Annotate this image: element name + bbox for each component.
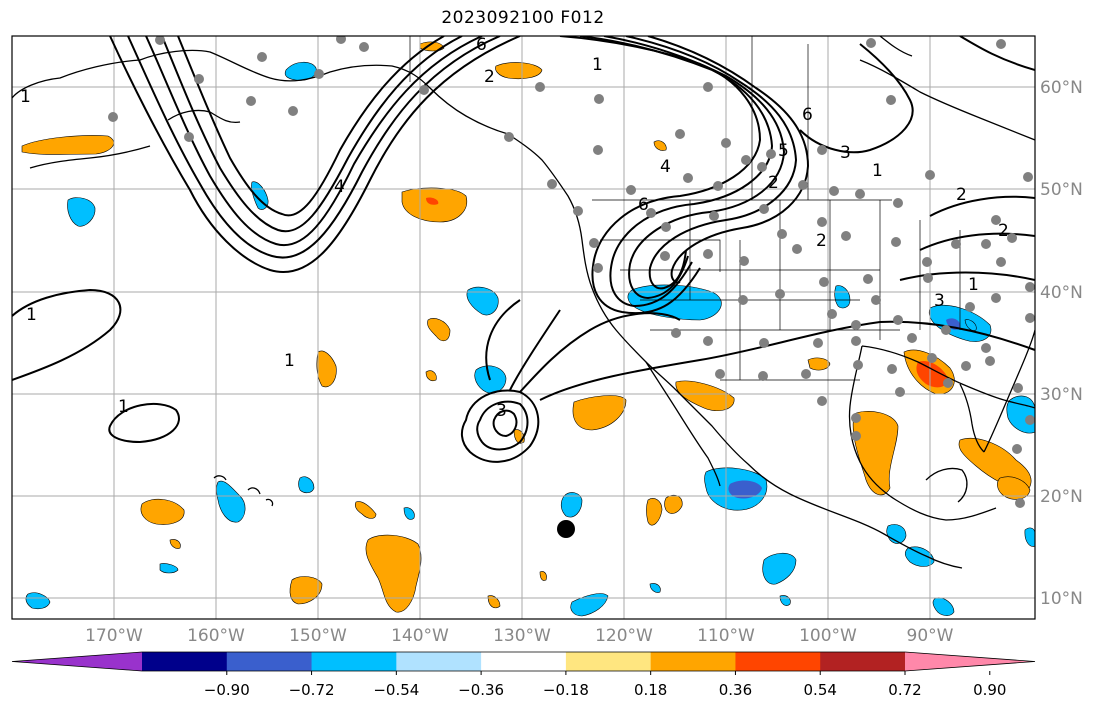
lat-label-20n: 20°N xyxy=(1040,487,1083,507)
contour-label: 2 xyxy=(816,231,827,251)
contour-label: 2 xyxy=(956,185,967,205)
lat-label-60n: 60°N xyxy=(1040,78,1083,98)
contour-label: 5 xyxy=(778,141,789,161)
colorbar: −0.90 −0.72 −0.54 −0.36 −0.18 0.18 0.36 0.54 0.7… xyxy=(11,651,1036,699)
lon-label-150w: 150°W xyxy=(289,626,347,646)
colorbar-segment xyxy=(650,652,736,671)
lat-label-30n: 30°N xyxy=(1040,385,1083,405)
colorbar-tick-label: 0.36 xyxy=(719,681,752,699)
contour-label: 1 xyxy=(284,351,295,371)
negative-anomaly-patches xyxy=(25,61,1035,617)
colorbar-segment xyxy=(226,652,313,671)
contour-label: 1 xyxy=(118,397,129,417)
contour-label: 2 xyxy=(768,173,779,193)
graticule xyxy=(12,36,1035,619)
colorbar-tick-label: −0.72 xyxy=(289,681,335,699)
colorbar-tick-label: −0.90 xyxy=(204,681,250,699)
contour-label: 6 xyxy=(638,195,649,215)
colorbar-segment xyxy=(311,652,397,671)
geopotential-contours xyxy=(12,36,1035,463)
colorbar-tick-label: 0.90 xyxy=(973,681,1006,699)
contour-label: 1 xyxy=(20,87,31,107)
contour-label: 1 xyxy=(592,55,603,75)
contour-label: 1 xyxy=(26,305,37,325)
contour-label: 6 xyxy=(802,105,813,125)
contour-label: 4 xyxy=(660,157,671,177)
map-background xyxy=(12,36,1035,619)
lon-label-130w: 130°W xyxy=(493,626,551,646)
contour-label: 3 xyxy=(934,291,945,311)
observation-markers xyxy=(108,36,1035,508)
colorbar-segment xyxy=(396,652,482,671)
contour-label: 1 xyxy=(872,161,883,181)
lon-label-90w: 90°W xyxy=(907,626,954,646)
longitude-labels: 170°W 160°W 150°W 140°W 130°W 120°W 110°… xyxy=(85,626,954,646)
map-title: 2023092100 F012 xyxy=(441,8,605,28)
lon-label-170w: 170°W xyxy=(85,626,143,646)
contour-label: 6 xyxy=(476,35,487,55)
contour-label: 3 xyxy=(840,143,851,163)
latitude-labels: 60°N 50°N 40°N 30°N 20°N 10°N xyxy=(1040,78,1083,609)
contour-label: 2 xyxy=(484,67,495,87)
colorbar-tick-label: 0.72 xyxy=(888,681,921,699)
colorbar-tick-label: 0.54 xyxy=(804,681,837,699)
contour-label: 3 xyxy=(496,401,507,421)
contour-label: 1 xyxy=(968,275,979,295)
lon-label-100w: 100°W xyxy=(799,626,857,646)
contour-label: 2 xyxy=(998,221,1009,241)
colorbar-segment xyxy=(735,652,821,671)
colorbar-segment xyxy=(565,652,652,671)
lon-label-110w: 110°W xyxy=(697,626,755,646)
colorbar-segment xyxy=(481,652,567,671)
state-borders xyxy=(409,36,961,381)
colorbar-tick-label: −0.18 xyxy=(543,681,589,699)
colorbar-outline xyxy=(11,651,1036,672)
colorbar-segment xyxy=(142,652,228,671)
lat-label-50n: 50°N xyxy=(1040,180,1083,200)
lon-label-120w: 120°W xyxy=(595,626,653,646)
lat-label-40n: 40°N xyxy=(1040,283,1083,303)
colorbar-extend-high xyxy=(905,652,1035,671)
lon-label-140w: 140°W xyxy=(391,626,449,646)
lon-label-160w: 160°W xyxy=(187,626,245,646)
colorbar-tick-label: −0.54 xyxy=(373,681,419,699)
lat-label-10n: 10°N xyxy=(1040,589,1083,609)
storm-center-icon xyxy=(557,520,575,538)
colorbar-segment xyxy=(820,652,906,671)
colorbar-extend-low xyxy=(12,652,142,671)
contour-label: 4 xyxy=(334,177,345,197)
colorbar-tick-label: 0.18 xyxy=(634,681,667,699)
map-frame xyxy=(11,35,1036,620)
colorbar-tick-label: −0.36 xyxy=(458,681,504,699)
contour-labels: 1 1 1 1 1 2 3 4 6 6 6 2 2 3 5 1 2 2 4 3 … xyxy=(20,35,1009,421)
strong-positive-patches xyxy=(426,197,948,388)
